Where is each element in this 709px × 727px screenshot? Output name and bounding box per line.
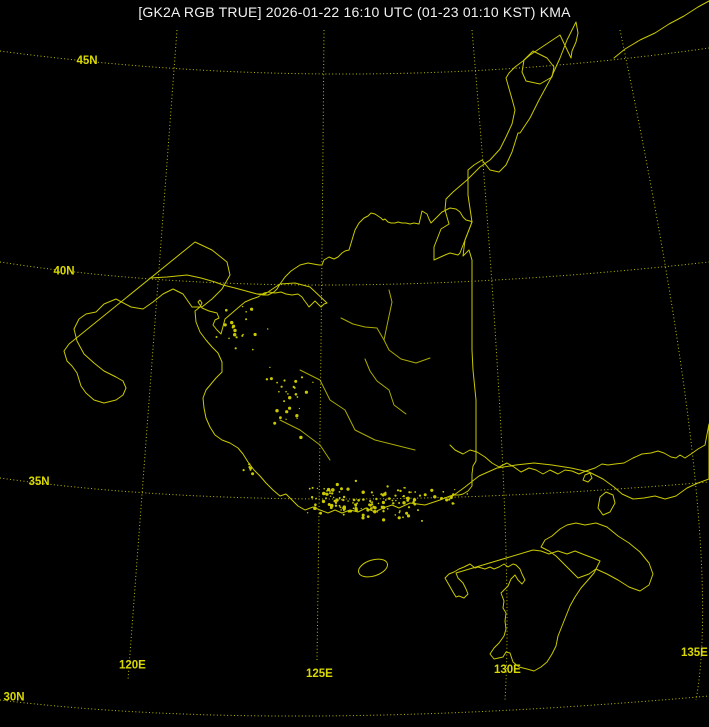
svg-text:120E: 120E — [119, 660, 146, 672]
svg-text:30N: 30N — [4, 692, 25, 704]
svg-text:125E: 125E — [306, 668, 333, 680]
svg-text:40N: 40N — [54, 266, 75, 278]
svg-text:35N: 35N — [29, 476, 50, 488]
svg-text:45N: 45N — [77, 55, 98, 67]
svg-text:135E: 135E — [681, 647, 708, 659]
